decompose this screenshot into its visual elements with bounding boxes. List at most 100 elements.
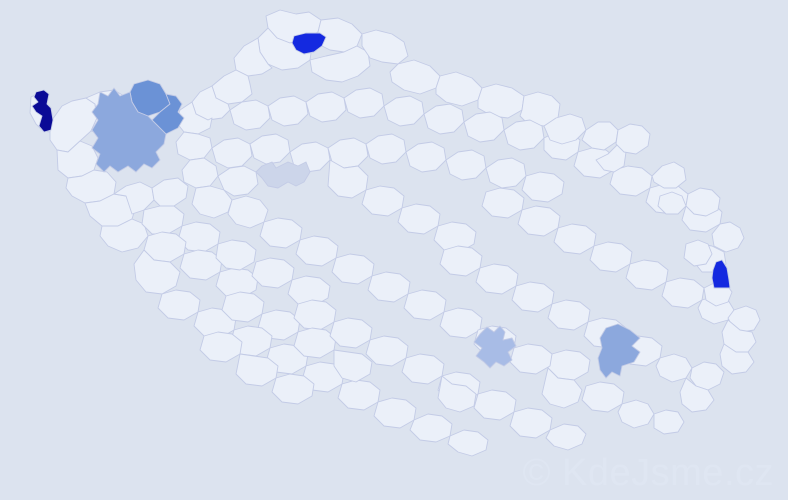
district[interactable] bbox=[384, 96, 424, 126]
district[interactable] bbox=[180, 250, 222, 280]
highlighted-district-zlin-southeast[interactable] bbox=[598, 324, 640, 378]
district[interactable] bbox=[234, 38, 272, 76]
district[interactable] bbox=[142, 206, 184, 234]
district[interactable] bbox=[192, 86, 230, 120]
district[interactable] bbox=[486, 158, 526, 188]
district[interactable] bbox=[690, 362, 724, 390]
district[interactable] bbox=[440, 308, 482, 338]
highlighted-district-most-bilina[interactable] bbox=[152, 94, 184, 134]
highlighted-district-as-cheb-west[interactable] bbox=[32, 90, 53, 132]
district[interactable] bbox=[476, 264, 518, 294]
district[interactable] bbox=[332, 254, 374, 284]
district[interactable] bbox=[582, 122, 618, 150]
highlighted-district-zdar-south[interactable] bbox=[474, 326, 516, 368]
district[interactable] bbox=[402, 354, 444, 384]
district[interactable] bbox=[590, 242, 632, 272]
highlighted-district-sluknov-north[interactable] bbox=[292, 33, 326, 54]
district[interactable] bbox=[656, 354, 692, 382]
district[interactable] bbox=[134, 250, 180, 294]
district[interactable] bbox=[652, 162, 686, 188]
district[interactable] bbox=[368, 272, 410, 302]
district[interactable] bbox=[230, 100, 270, 130]
highlighted-district-layer bbox=[32, 33, 730, 378]
district[interactable] bbox=[212, 70, 252, 104]
district[interactable] bbox=[294, 300, 336, 330]
district[interactable] bbox=[374, 398, 416, 428]
district[interactable] bbox=[176, 132, 212, 160]
district[interactable] bbox=[596, 144, 626, 172]
district[interactable] bbox=[618, 400, 654, 428]
district[interactable] bbox=[546, 424, 586, 450]
district[interactable] bbox=[200, 332, 242, 362]
district[interactable] bbox=[582, 382, 624, 412]
district[interactable] bbox=[510, 344, 552, 374]
district[interactable] bbox=[680, 378, 714, 412]
district[interactable] bbox=[288, 276, 330, 306]
district[interactable] bbox=[362, 186, 404, 216]
highlighted-district-chomutov-karlovy[interactable] bbox=[92, 88, 166, 172]
district[interactable] bbox=[522, 172, 564, 202]
district[interactable] bbox=[424, 104, 464, 134]
district[interactable] bbox=[338, 380, 380, 410]
district[interactable] bbox=[344, 88, 384, 118]
district[interactable] bbox=[366, 134, 406, 164]
district[interactable] bbox=[626, 260, 668, 290]
district[interactable] bbox=[548, 300, 590, 330]
district[interactable] bbox=[216, 240, 256, 270]
district[interactable] bbox=[440, 246, 482, 276]
district[interactable] bbox=[434, 222, 476, 252]
district[interactable] bbox=[398, 204, 440, 234]
district[interactable] bbox=[252, 258, 294, 288]
district[interactable] bbox=[518, 206, 560, 236]
district[interactable] bbox=[334, 350, 372, 382]
district[interactable] bbox=[474, 390, 516, 420]
district[interactable] bbox=[260, 218, 302, 248]
district[interactable] bbox=[192, 186, 232, 218]
district[interactable] bbox=[438, 376, 476, 412]
district[interactable] bbox=[464, 112, 504, 142]
district[interactable] bbox=[100, 219, 148, 252]
district[interactable] bbox=[478, 84, 524, 118]
district[interactable] bbox=[684, 240, 712, 266]
district[interactable] bbox=[362, 30, 408, 64]
district[interactable] bbox=[436, 72, 482, 106]
district[interactable] bbox=[446, 150, 486, 180]
district[interactable] bbox=[212, 138, 252, 168]
highlighted-district-louny-kladno[interactable] bbox=[256, 162, 310, 188]
district[interactable] bbox=[554, 224, 596, 254]
district[interactable] bbox=[310, 46, 370, 82]
district[interactable] bbox=[158, 290, 200, 320]
district[interactable] bbox=[512, 282, 554, 312]
district[interactable] bbox=[686, 188, 720, 216]
district[interactable] bbox=[250, 134, 290, 164]
district[interactable] bbox=[50, 98, 97, 152]
district[interactable] bbox=[658, 192, 686, 214]
district[interactable] bbox=[330, 318, 372, 348]
district[interactable] bbox=[406, 142, 446, 172]
district[interactable] bbox=[482, 188, 524, 218]
district[interactable] bbox=[712, 222, 744, 252]
highlighted-district-jablunkov-east[interactable] bbox=[712, 260, 730, 288]
district[interactable] bbox=[410, 414, 452, 442]
district[interactable] bbox=[616, 124, 650, 154]
district[interactable] bbox=[268, 96, 308, 126]
district[interactable] bbox=[448, 430, 488, 456]
district[interactable] bbox=[662, 278, 704, 308]
district[interactable] bbox=[296, 236, 338, 266]
district[interactable] bbox=[510, 408, 552, 438]
district[interactable] bbox=[542, 368, 582, 408]
district[interactable] bbox=[366, 336, 408, 366]
district[interactable] bbox=[306, 92, 346, 122]
district[interactable] bbox=[228, 196, 268, 228]
watermark-kdejsme: © KdeJsme.cz bbox=[522, 452, 774, 494]
district[interactable] bbox=[390, 60, 440, 94]
district[interactable] bbox=[152, 178, 188, 206]
district[interactable] bbox=[504, 120, 544, 150]
district[interactable] bbox=[720, 344, 754, 374]
district[interactable] bbox=[404, 290, 446, 320]
district[interactable] bbox=[182, 158, 218, 188]
district[interactable] bbox=[654, 410, 684, 434]
district[interactable] bbox=[272, 374, 314, 404]
